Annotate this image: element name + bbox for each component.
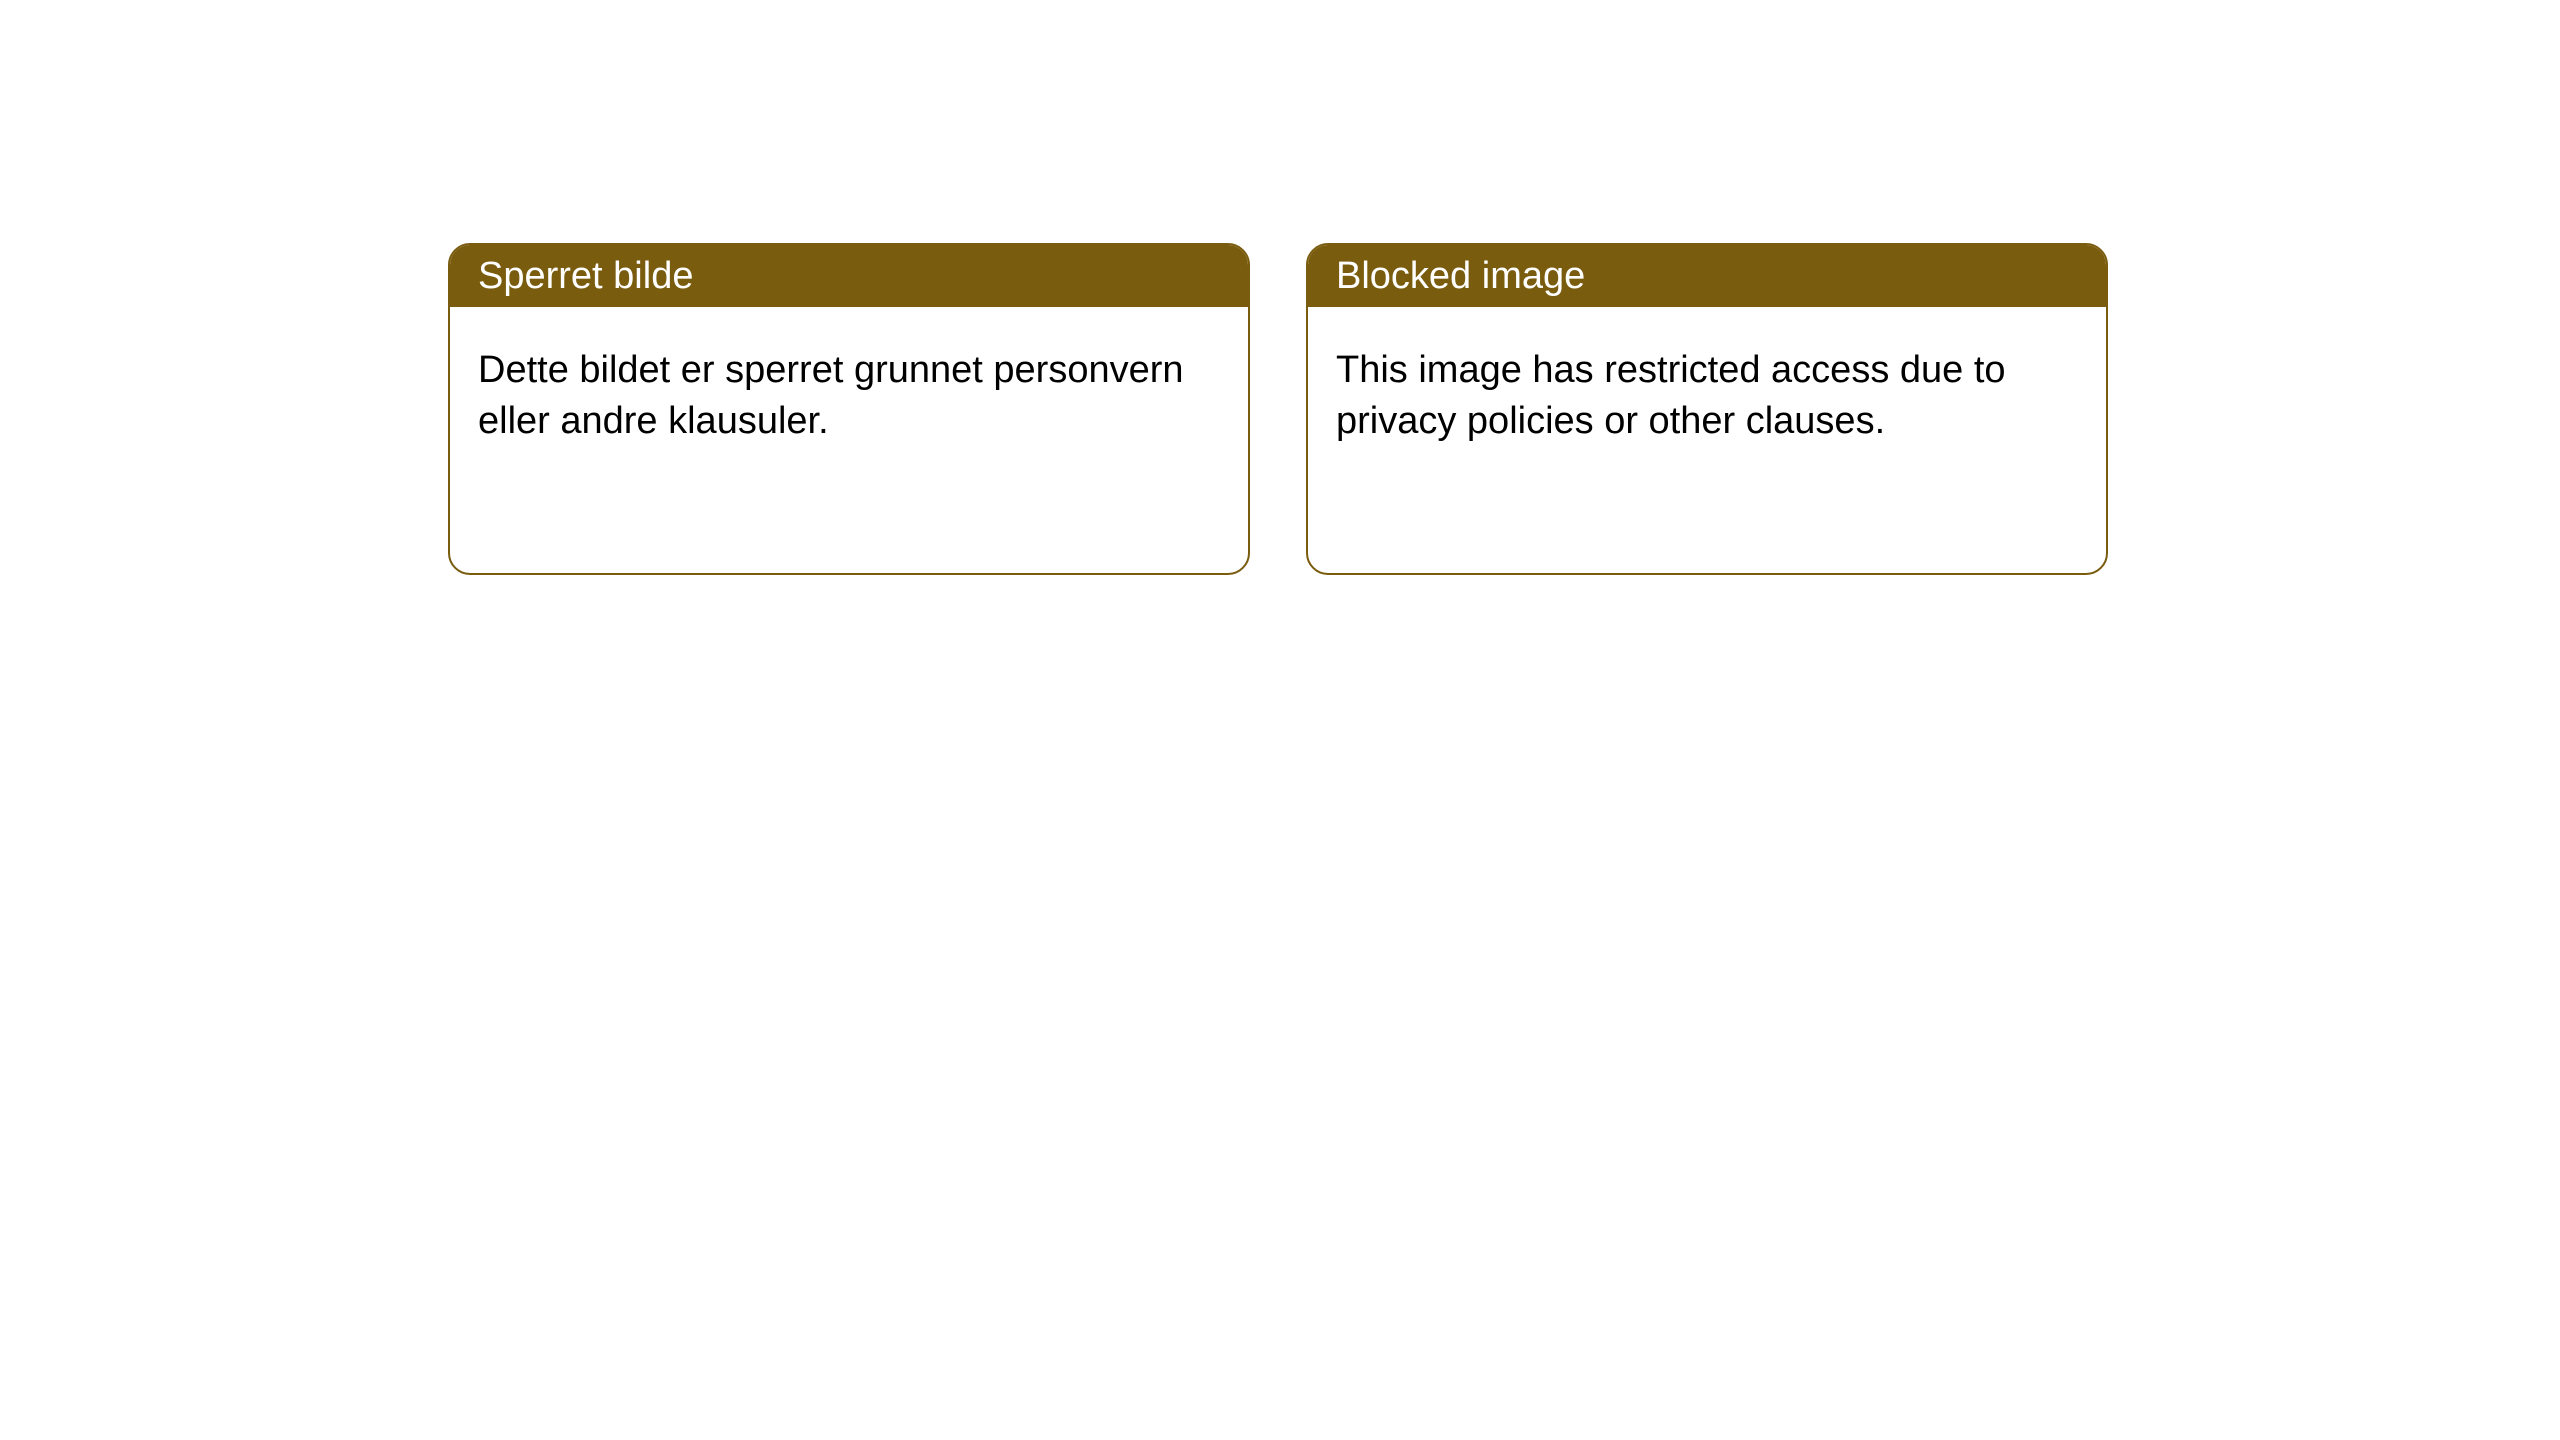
notice-card-english: Blocked image This image has restricted … — [1306, 243, 2108, 575]
notice-card-norwegian: Sperret bilde Dette bildet er sperret gr… — [448, 243, 1250, 575]
notice-card-title: Blocked image — [1308, 245, 2106, 307]
notice-body-text: This image has restricted access due to … — [1336, 349, 2006, 442]
notice-card-body: This image has restricted access due to … — [1308, 307, 2106, 486]
notice-body-text: Dette bildet er sperret grunnet personve… — [478, 349, 1184, 442]
notice-card-title: Sperret bilde — [450, 245, 1248, 307]
notice-cards-container: Sperret bilde Dette bildet er sperret gr… — [448, 243, 2108, 575]
notice-title-text: Sperret bilde — [478, 255, 693, 298]
notice-card-body: Dette bildet er sperret grunnet personve… — [450, 307, 1248, 486]
notice-title-text: Blocked image — [1336, 255, 1585, 298]
